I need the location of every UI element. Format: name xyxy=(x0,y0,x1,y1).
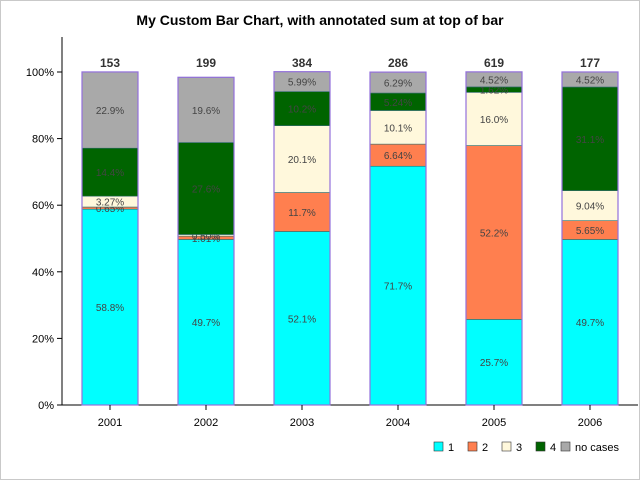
segment-label: 20.1% xyxy=(288,155,316,166)
y-tick-label: 40% xyxy=(32,267,54,279)
legend-swatch-5 xyxy=(560,441,571,452)
bar-segment-2 xyxy=(273,192,331,232)
bar-segment-3 xyxy=(273,125,331,193)
segment-label: 31.1% xyxy=(576,135,604,146)
segment-label: 4.52% xyxy=(576,75,604,86)
bar-segment-5 xyxy=(81,71,139,149)
legend-swatch-4 xyxy=(535,441,546,452)
legend: 1 2 3 4 no cases xyxy=(433,441,620,454)
legend-label: 4 xyxy=(550,442,556,454)
segment-label: 58.8% xyxy=(96,303,124,314)
chart-title: My Custom Bar Chart, with annotated sum … xyxy=(136,12,504,28)
legend-swatch-2 xyxy=(467,441,478,452)
y-tick-label: 100% xyxy=(26,67,54,79)
segment-label: 9.04% xyxy=(576,202,604,213)
y-tick-label: 60% xyxy=(32,200,54,212)
segment-label: 1.01% xyxy=(192,234,220,245)
bar-sum-label: 153 xyxy=(100,56,120,70)
plot-area: 0% 20% 40% 60% 80% 100% 58.8% 0.65%3.27% 14.4% 22… xyxy=(26,37,638,429)
legend-swatch-3 xyxy=(501,441,512,452)
segment-label: 14.4% xyxy=(96,168,124,179)
bar-segment-3 xyxy=(465,92,523,146)
segment-label: 19.6% xyxy=(192,106,220,117)
segment-label: 22.9% xyxy=(96,106,124,117)
segment-label: 27.6% xyxy=(192,185,220,196)
legend-label: 1 xyxy=(448,442,454,454)
segment-label: 49.7% xyxy=(576,318,604,329)
segment-label: 5.24% xyxy=(384,98,412,109)
bar-segment-1 xyxy=(561,239,619,406)
bar-segment-1 xyxy=(465,319,523,406)
segment-label: 0.50% xyxy=(192,231,220,242)
bar-2006: 49.7% 5.65% 9.04% 31.1% 4.52% 177 xyxy=(561,56,619,406)
legend-label: 2 xyxy=(482,442,488,454)
segment-label: 49.7% xyxy=(192,318,220,329)
bar-sum-label: 177 xyxy=(580,56,600,70)
segment-label: 1.62% xyxy=(480,86,508,97)
bar-2004: 71.7% 6.64% 10.1% 5.24% 6.29% 286 xyxy=(369,56,427,406)
y-tick-label: 80% xyxy=(32,134,54,146)
bar-segment-2 xyxy=(465,145,523,320)
segment-label: 5.65% xyxy=(576,226,604,237)
bar-sum-label: 384 xyxy=(292,56,312,70)
x-tick-label: 2005 xyxy=(482,417,506,429)
segment-label: 4.52% xyxy=(480,75,508,86)
bar-segment-4 xyxy=(561,86,619,191)
segment-label: 10.2% xyxy=(288,105,316,116)
x-tick-label: 2002 xyxy=(194,417,218,429)
segment-label: 52.1% xyxy=(288,314,316,325)
segment-label: 71.7% xyxy=(384,282,412,293)
segment-label: 5.99% xyxy=(288,78,316,89)
bar-sum-label: 199 xyxy=(196,56,216,70)
segment-label: 0.65% xyxy=(96,204,124,215)
x-tick-label: 2003 xyxy=(290,417,314,429)
segment-label: 6.29% xyxy=(384,79,412,90)
segment-label: 10.1% xyxy=(384,123,412,134)
legend-label: 3 xyxy=(516,442,522,454)
bar-sum-label: 286 xyxy=(388,56,408,70)
bar-sum-label: 619 xyxy=(484,56,504,70)
bar-segment-3 xyxy=(369,110,427,145)
bar-segment-4 xyxy=(273,91,331,126)
x-tick-label: 2001 xyxy=(98,417,122,429)
bar-segment-4 xyxy=(81,147,139,197)
x-tick-label: 2006 xyxy=(578,417,602,429)
segment-label: 16.0% xyxy=(480,115,508,126)
legend-swatch-1 xyxy=(433,441,444,452)
bar-2002: 49.7% 1.01%0.50% 27.6% 19.6% 199 xyxy=(177,56,235,406)
bar-2001: 58.8% 0.65%3.27% 14.4% 22.9% 153 xyxy=(81,56,139,406)
segment-label: 52.2% xyxy=(480,229,508,240)
bar-segment-5 xyxy=(177,76,235,143)
bar-2003: 52.1% 11.7% 20.1% 10.2% 5.99% 384 xyxy=(273,56,331,406)
x-tick-label: 2004 xyxy=(386,417,410,429)
legend-label: no cases xyxy=(575,442,620,454)
segment-label: 3.27% xyxy=(96,198,124,209)
bar-2005: 25.7% 52.2% 16.0% 1.62%4.52% 619 xyxy=(465,56,523,406)
y-tick-label: 0% xyxy=(38,400,54,412)
segment-label: 11.7% xyxy=(288,208,316,219)
bar-segment-1 xyxy=(369,165,427,406)
segment-label: 6.64% xyxy=(384,151,412,162)
y-tick-label: 20% xyxy=(32,333,54,345)
segment-label: 25.7% xyxy=(480,358,508,369)
